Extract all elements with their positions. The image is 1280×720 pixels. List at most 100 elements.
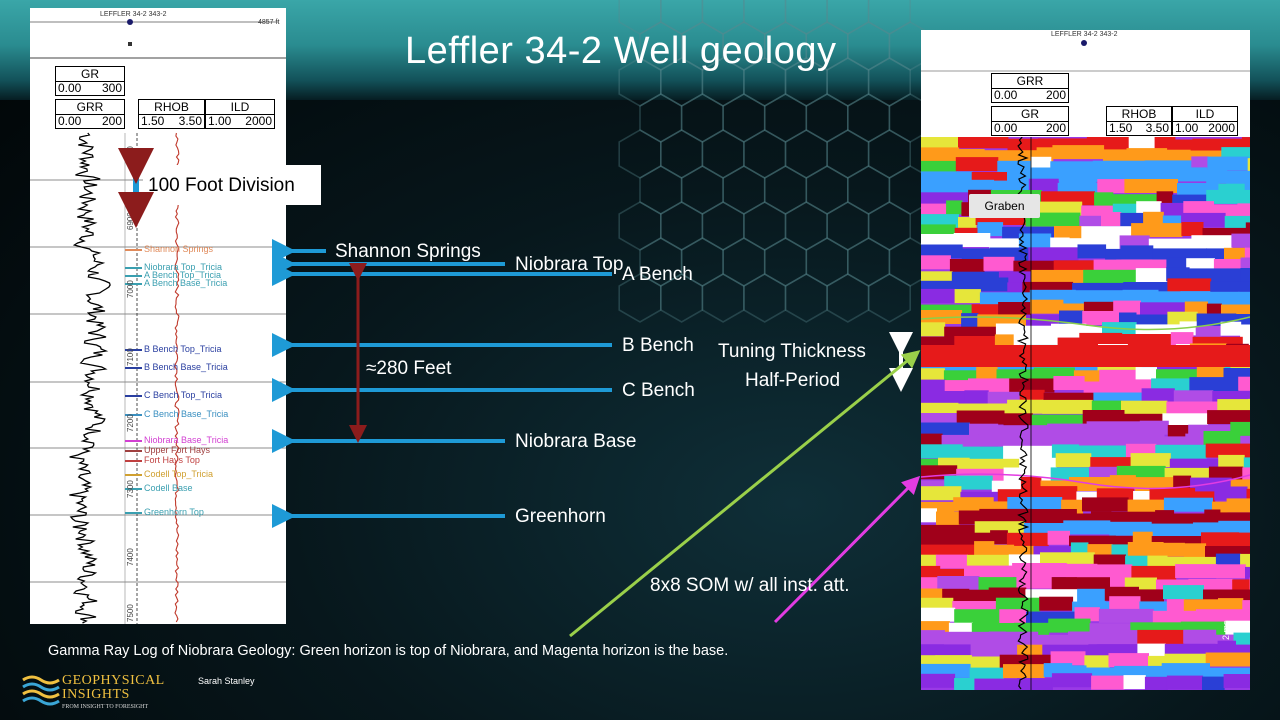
gr-track-header: GR 0.00 300: [55, 66, 125, 96]
som-cell: [1004, 631, 1039, 646]
som-cell: [1238, 291, 1250, 306]
ild-track-name: ILD: [206, 100, 274, 115]
top-label: B Bench Base_Tricia: [144, 362, 228, 372]
hex-cell: [639, 21, 683, 71]
som-cell: [921, 630, 945, 645]
som-cell: [1233, 632, 1250, 647]
som-cell: [1007, 497, 1063, 511]
graben-label-box: [969, 194, 1040, 218]
som-cell: [1208, 466, 1244, 481]
som-cell: [958, 137, 1009, 149]
rhob-track-min: 1.50: [141, 114, 165, 128]
hex-cell: [784, 273, 828, 323]
top-label: Codell Top_Tricia: [144, 469, 214, 479]
som-cell: [970, 643, 1019, 658]
som-cell: [1195, 325, 1222, 340]
som-cell: [1240, 268, 1250, 282]
hex-cell: [805, 93, 849, 143]
som-cell: [974, 521, 1025, 536]
som-cell: [1068, 631, 1098, 646]
som-cell: [1150, 523, 1194, 538]
som-cell: [921, 368, 945, 383]
hex-cell: [805, 237, 849, 287]
som-cell: [1218, 598, 1244, 613]
som-cell: [1240, 257, 1250, 272]
som-cell: [1024, 486, 1078, 501]
som-cell: [958, 510, 981, 525]
som-cell: [1040, 552, 1095, 567]
rhob-curve: [174, 132, 180, 623]
som-cell: [995, 597, 1041, 612]
som-cell: [958, 217, 977, 231]
som-cell: [1045, 433, 1067, 448]
som-cell: [1051, 577, 1077, 592]
som-cell: [1244, 247, 1250, 262]
niobrara-top-label: Niobrara Top: [515, 254, 624, 275]
som-cell: [921, 160, 957, 175]
som-cell: [921, 379, 946, 394]
som-cell: [1223, 674, 1250, 688]
som-cell: [921, 508, 937, 523]
som-cell: [969, 667, 1004, 682]
hex-cell: [826, 201, 870, 251]
som-cell: [921, 322, 946, 337]
author-name: Sarah Stanley: [198, 676, 255, 686]
som-label: 8x8 SOM w/ all inst. att.: [650, 575, 850, 596]
som-cell: [1224, 247, 1246, 262]
som-cell: [1109, 596, 1141, 611]
top-label: Niobrara Base_Tricia: [144, 435, 229, 445]
right-rhob-header: RHOB 1.50 3.50: [1106, 106, 1172, 136]
som-cell: [974, 541, 995, 556]
som-cell: [1201, 532, 1240, 547]
som-seismic-section: [921, 137, 1250, 690]
som-cell: [1231, 233, 1250, 248]
som-cell: [1183, 629, 1217, 644]
hex-cell: [784, 201, 828, 251]
som-cell: [1082, 410, 1125, 424]
som-cell: [1144, 676, 1168, 690]
som-cell: [1124, 179, 1178, 193]
top-label: Upper Fort Hays: [144, 445, 211, 455]
som-cell: [968, 378, 1011, 393]
som-cell: [1163, 497, 1213, 512]
slide-caption: Gamma Ray Log of Niobrara Geology: Green…: [48, 643, 729, 659]
magenta-horizon-arrow: [773, 475, 921, 624]
som-cell: [921, 607, 956, 622]
som-cell: [1191, 156, 1209, 171]
som-cell: [1082, 311, 1120, 325]
left-well-name: LEFFLER 34-2 343-2: [100, 11, 167, 18]
som-cell: [1240, 324, 1250, 339]
som-cell: [921, 532, 968, 547]
logo-line-1: GEOPHYSICAL: [62, 673, 165, 688]
som-cell: [1082, 497, 1129, 512]
hex-cell: [618, 0, 662, 35]
hex-cell: [639, 165, 683, 215]
ild-track-min: 1.00: [208, 114, 232, 128]
hex-cell: [660, 273, 704, 323]
som-cell: [1141, 388, 1175, 403]
right-header-marker: [921, 40, 1250, 72]
som-cell: [1191, 235, 1233, 250]
b-bench-label: B Bench: [622, 335, 694, 356]
som-cell: [1083, 381, 1120, 396]
slide-title: Leffler 34-2 Well geology: [405, 30, 837, 72]
som-cell: [946, 200, 963, 215]
hex-cell: [805, 165, 849, 215]
ild-track-header: ILD 1.00 2000: [205, 99, 275, 129]
hex-cell: [867, 57, 911, 107]
som-cell: [1247, 612, 1250, 627]
division-label-box: [143, 165, 321, 205]
grr-track-header: GRR 0.00 200: [55, 99, 125, 129]
som-cell: [1079, 332, 1123, 347]
right-ild-min: 1.00: [1175, 121, 1199, 135]
som-cell: [1007, 399, 1044, 414]
som-cell: [1105, 248, 1122, 263]
som-cell: [1097, 179, 1126, 194]
top-label: Fort Hays Top: [144, 455, 200, 465]
grr-track-name: GRR: [56, 100, 124, 115]
right-well-name: LEFFLER 34-2 343-2: [1051, 31, 1118, 38]
top-label: A Bench Base_Tricia: [144, 278, 228, 288]
som-cell: [1031, 509, 1077, 523]
hex-cell: [867, 201, 911, 251]
som-cell: [1206, 189, 1250, 204]
